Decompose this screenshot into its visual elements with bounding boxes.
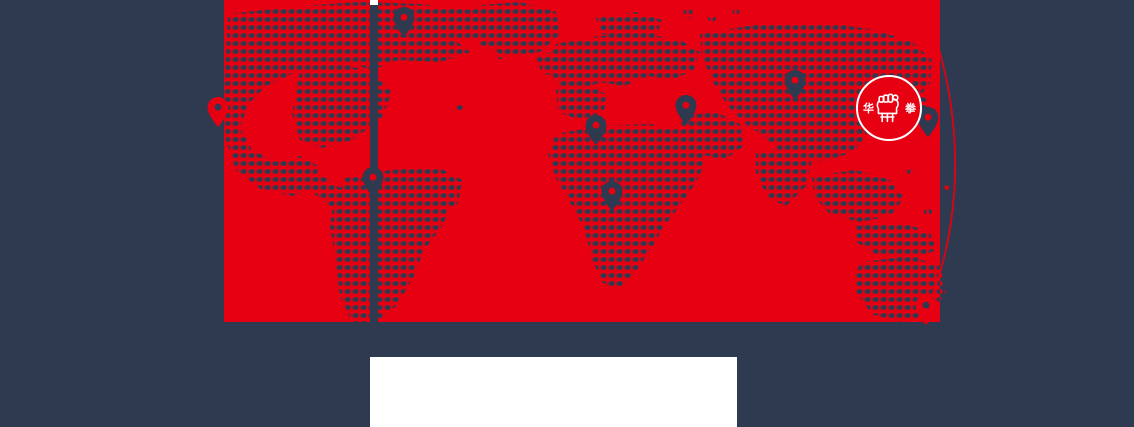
raised-fist-icon — [876, 93, 899, 123]
location-pin-icon — [393, 7, 415, 37]
vertical-divider — [370, 0, 378, 322]
location-pin-icon — [362, 167, 384, 197]
map-panel-fill — [224, 0, 940, 322]
map-pin[interactable] — [601, 181, 623, 211]
vertical-divider-cap — [370, 0, 378, 5]
location-pin-icon — [585, 115, 607, 145]
location-pin-icon — [675, 95, 697, 125]
location-pin-icon — [601, 181, 623, 211]
map-pin[interactable] — [207, 97, 229, 127]
map-pin[interactable] — [585, 115, 607, 145]
location-pin-icon — [915, 295, 937, 325]
location-pin-icon — [917, 107, 939, 137]
logo-han-right: 拳 — [905, 102, 916, 116]
location-pin-icon — [207, 97, 229, 127]
location-pin-icon — [784, 70, 806, 100]
map-pin[interactable] — [362, 167, 384, 197]
logo-han-left: 华 — [863, 102, 874, 116]
map-panel — [224, 0, 940, 322]
map-pin[interactable] — [393, 7, 415, 37]
fist-logo-badge[interactable]: 华 拳 — [856, 75, 922, 141]
content-panel[interactable] — [370, 357, 737, 427]
map-pin[interactable] — [784, 70, 806, 100]
map-pin[interactable] — [915, 295, 937, 325]
map-pin[interactable] — [917, 107, 939, 137]
map-pin[interactable] — [675, 95, 697, 125]
